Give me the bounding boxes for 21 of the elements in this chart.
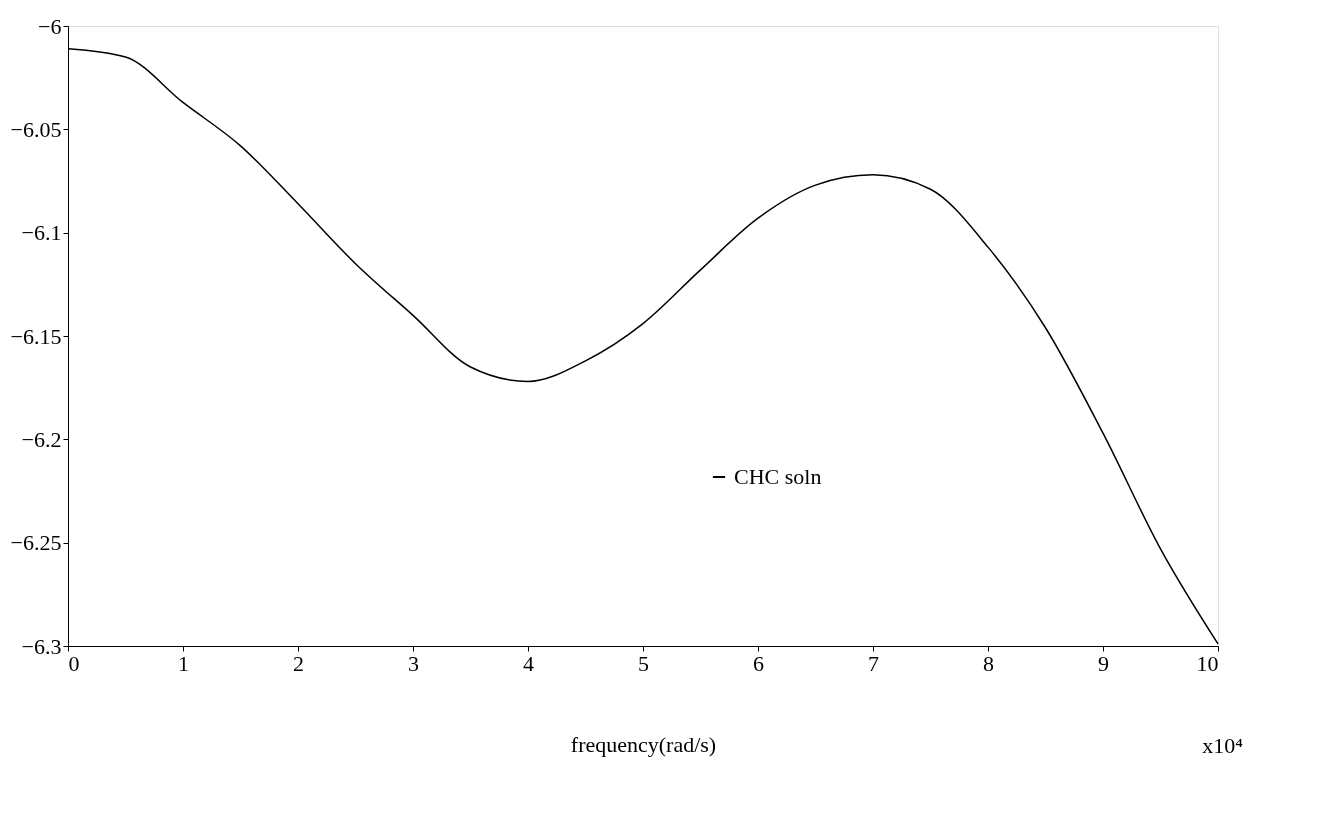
x-tick-label: 5 <box>638 650 649 676</box>
x-tick-label: 0 <box>68 650 80 676</box>
x-tick-label: 8 <box>983 650 994 676</box>
y-tick-label: −6.25 <box>10 530 62 556</box>
text: x10⁴ <box>1202 733 1244 758</box>
y-tick-label: −6.1 <box>21 220 62 246</box>
y-tick-label: −6.2 <box>21 426 62 452</box>
x-tick-label: 3 <box>408 650 419 676</box>
x-tick-label: 10 <box>1196 650 1219 676</box>
x-tick-label: 7 <box>868 650 879 676</box>
legend-label: CHC soln <box>734 464 822 489</box>
x-tick-label: 1 <box>178 650 189 676</box>
x-tick-label: 4 <box>523 650 534 676</box>
y-tick-label: −6.3 <box>21 633 62 659</box>
x-axis-title: frequency(rad/s) <box>570 731 717 757</box>
y-tick-label: −6 <box>38 13 62 39</box>
y-tick-label: −6.05 <box>10 116 62 142</box>
x-tick-label: 6 <box>753 650 764 676</box>
x-tick-label: 9 <box>1098 650 1109 676</box>
x-tick-label: 2 <box>293 650 304 676</box>
y-tick-label: −6.15 <box>10 323 62 349</box>
